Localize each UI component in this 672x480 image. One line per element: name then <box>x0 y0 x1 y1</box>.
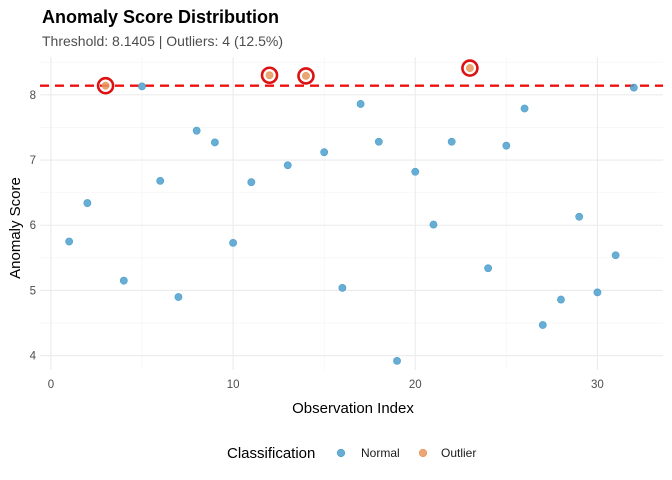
normal-point <box>520 104 529 113</box>
legend-label-normal: Normal <box>361 446 400 460</box>
normal-point <box>557 295 565 304</box>
normal-point <box>429 220 438 229</box>
x-tick-label: 10 <box>227 379 240 391</box>
x-tick-label: 0 <box>48 379 54 391</box>
x-axis-title: Observation Index <box>292 400 414 417</box>
outlier-ring <box>461 59 479 77</box>
normal-point <box>393 356 401 365</box>
y-axis-title: Anomaly Score <box>7 177 24 279</box>
normal-point <box>320 148 329 157</box>
normal-point <box>119 276 128 285</box>
outlier-point <box>466 64 474 72</box>
normal-point <box>538 321 547 329</box>
legend-label-outlier: Outlier <box>441 446 476 460</box>
normal-point <box>502 141 511 150</box>
normal-point <box>411 167 420 176</box>
normal-point <box>356 100 365 108</box>
normal-point <box>65 237 74 246</box>
normal-point <box>83 199 92 207</box>
y-axis-ticks: 4 5 6 7 8 <box>30 90 37 363</box>
x-tick-label: 30 <box>591 379 604 391</box>
legend-title: Classification <box>227 445 315 462</box>
legend-key-normal <box>336 448 346 458</box>
outlier-ring <box>260 66 279 85</box>
normal-point <box>210 138 219 147</box>
y-tick-label: 8 <box>30 90 36 102</box>
normal-point <box>629 83 638 92</box>
x-tick-label: 20 <box>409 379 422 391</box>
normal-point <box>593 288 602 297</box>
outlier-point <box>302 72 310 80</box>
y-tick-label: 6 <box>30 220 36 232</box>
outlier-point <box>101 81 110 90</box>
chart-title: Anomaly Score Distribution <box>42 7 279 27</box>
points-layer <box>65 59 638 365</box>
legend-key-outlier <box>418 448 428 458</box>
normal-point <box>575 212 584 221</box>
grid <box>40 57 663 370</box>
x-axis-ticks: 0 10 20 30 <box>48 379 604 391</box>
normal-point <box>611 251 620 260</box>
normal-point <box>338 283 347 292</box>
normal-point <box>192 126 201 135</box>
normal-point <box>247 178 256 187</box>
y-tick-label: 7 <box>30 155 36 167</box>
outlier-ring <box>297 67 315 85</box>
normal-point <box>447 137 456 146</box>
y-tick-label: 5 <box>30 285 36 297</box>
outlier-ring <box>96 76 115 95</box>
legend: Classification Normal Outlier <box>227 445 476 462</box>
normal-point <box>229 238 237 247</box>
normal-point <box>174 293 183 301</box>
normal-point <box>156 176 165 185</box>
y-tick-label: 4 <box>30 351 37 363</box>
outlier-point <box>265 71 274 80</box>
normal-point <box>374 137 383 146</box>
normal-point <box>138 82 146 91</box>
normal-point <box>283 161 292 170</box>
normal-point <box>484 264 493 273</box>
chart-subtitle: Threshold: 8.1405 | Outliers: 4 (12.5%) <box>42 33 283 49</box>
